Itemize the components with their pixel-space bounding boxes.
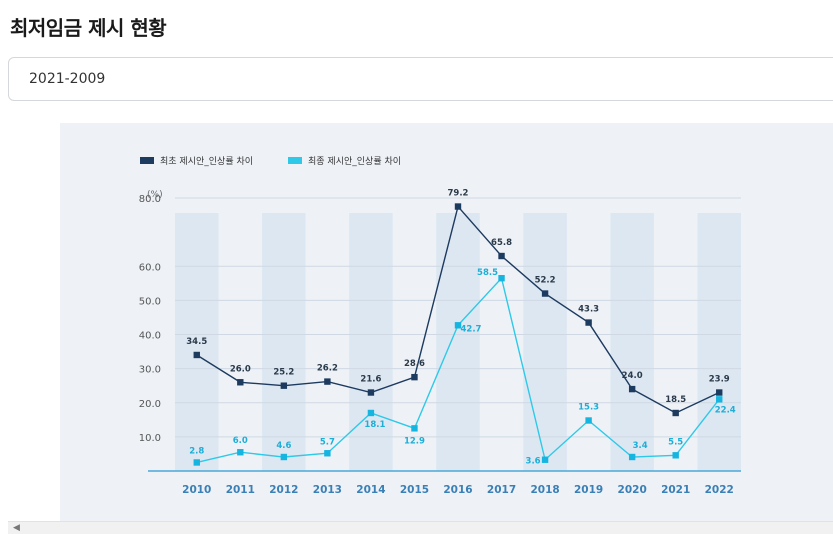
line-chart: 10.0 20.0 30.0 40.0 50.0 60.0 80.0(%) 2010 2011 2… — [139, 155, 741, 496]
data-point — [716, 389, 723, 396]
data-point — [193, 459, 200, 466]
column-band — [697, 213, 741, 471]
data-point — [628, 453, 636, 461]
data-label: 12.9 — [404, 436, 425, 446]
data-point — [672, 452, 679, 459]
data-point — [280, 453, 288, 461]
x-tick-label: 2012 — [269, 484, 298, 496]
x-tick-label: 2011 — [226, 484, 255, 496]
data-point — [411, 373, 418, 381]
x-tick-label: 2016 — [443, 484, 472, 496]
data-point — [324, 378, 331, 385]
column-band — [262, 213, 306, 471]
period-select-value: 2021-2009 — [29, 71, 106, 87]
data-point — [498, 274, 505, 282]
horizontal-scrollbar[interactable]: ◀ — [8, 521, 833, 534]
data-label: 5.7 — [320, 437, 335, 447]
data-label: 21.6 — [360, 375, 381, 385]
data-point — [498, 252, 505, 260]
x-tick-label: 2013 — [313, 484, 342, 496]
x-tick-label: 2014 — [356, 484, 385, 496]
data-point — [367, 409, 375, 417]
x-tick-label: 2018 — [530, 484, 559, 496]
data-label: 6.0 — [233, 436, 248, 446]
data-label: 18.5 — [665, 395, 686, 405]
data-point — [411, 425, 418, 432]
data-label: 4.6 — [276, 441, 291, 451]
legend-swatch — [288, 157, 302, 164]
y-tick-label: 50.0 — [139, 296, 161, 307]
page-title: 최저임금 제시 현황 — [10, 16, 167, 40]
data-label: 26.2 — [317, 364, 338, 374]
x-tick-label: 2017 — [487, 484, 516, 496]
data-label: 25.2 — [273, 368, 294, 378]
x-tick-label: 2015 — [400, 484, 429, 496]
column-band — [523, 213, 567, 471]
y-tick-label: 60.0 — [139, 262, 161, 273]
column-band — [175, 213, 219, 471]
data-point — [237, 379, 244, 386]
data-label: 23.9 — [709, 375, 730, 385]
y-tick-label: 40.0 — [139, 331, 161, 342]
x-tick-label: 2020 — [618, 484, 647, 496]
x-tick-label: 2021 — [661, 484, 690, 496]
y-tick-label: 10.0 — [139, 433, 161, 444]
data-label: 26.0 — [230, 364, 251, 374]
data-label: 3.6 — [526, 457, 541, 467]
legend-label: 최초 제시안_인상률 차이 — [160, 155, 253, 167]
data-point — [454, 203, 462, 210]
data-point — [541, 456, 549, 463]
data-label: 5.5 — [668, 437, 683, 447]
data-label: 15.3 — [578, 402, 599, 412]
y-tick-label: 20.0 — [139, 399, 161, 410]
data-label: 28.6 — [404, 359, 425, 369]
data-label: 34.5 — [186, 337, 207, 347]
chart-panel: 10.0 20.0 30.0 40.0 50.0 60.0 80.0 (%) 2010 2011 2… — [60, 123, 833, 523]
scroll-left-arrow-icon[interactable]: ◀ — [13, 523, 20, 533]
data-point — [237, 449, 244, 456]
data-point — [454, 322, 462, 329]
data-label: 58.5 — [477, 268, 498, 278]
data-label: 43.3 — [578, 305, 599, 315]
data-point — [716, 396, 723, 403]
data-point — [324, 450, 331, 457]
data-label: 52.2 — [535, 276, 556, 286]
y-tick-label: 30.0 — [139, 365, 161, 376]
data-label: 24.0 — [622, 371, 643, 381]
period-select[interactable]: 2021-2009 — [8, 57, 833, 101]
data-point — [193, 351, 200, 359]
x-tick-label: 2019 — [574, 484, 603, 496]
legend-swatch — [140, 157, 154, 164]
data-point — [585, 417, 592, 424]
data-label: 18.1 — [364, 420, 385, 430]
data-label: 79.2 — [448, 189, 469, 199]
data-point — [672, 409, 679, 417]
data-label: 22.4 — [715, 405, 736, 415]
y-tick-label: 80.0 — [139, 194, 161, 205]
data-point — [367, 389, 375, 396]
data-label: 65.8 — [491, 238, 512, 248]
y-axis-unit: (%) — [147, 190, 163, 200]
x-tick-label: 2010 — [182, 484, 211, 496]
data-label: 42.7 — [461, 324, 482, 334]
data-label: 2.8 — [189, 446, 204, 456]
x-tick-label: 2022 — [705, 484, 734, 496]
column-band — [349, 213, 393, 471]
data-label: 3.4 — [633, 441, 648, 451]
column-band — [436, 213, 480, 471]
data-point — [585, 319, 592, 326]
data-point — [280, 382, 288, 389]
data-point — [541, 290, 549, 297]
legend-label: 최종 제시안_인상률 차이 — [308, 155, 401, 167]
column-band — [610, 213, 654, 471]
data-point — [628, 385, 636, 393]
